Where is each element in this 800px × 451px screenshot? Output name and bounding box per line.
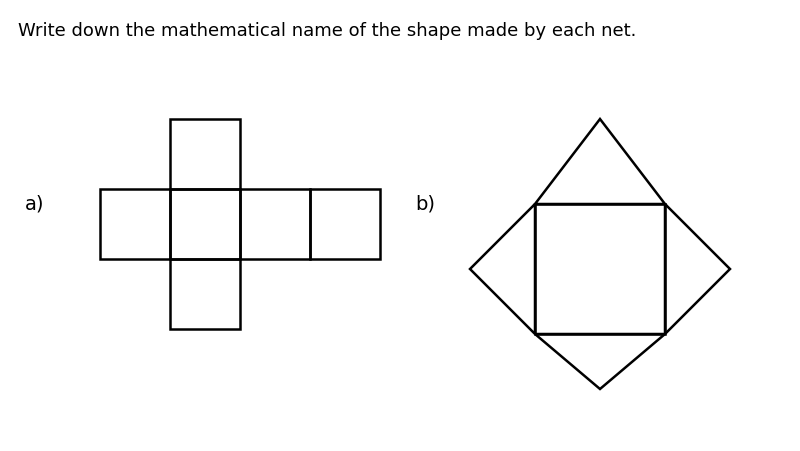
Bar (240, 189, 310, 259)
Text: b): b) (415, 194, 435, 213)
Text: Write down the mathematical name of the shape made by each net.: Write down the mathematical name of the … (18, 22, 636, 40)
Bar (170, 189, 240, 259)
Bar (535, 205, 665, 334)
Bar (100, 189, 170, 259)
Bar (310, 189, 380, 259)
Bar (170, 120, 240, 189)
Text: a): a) (25, 194, 45, 213)
Bar (170, 259, 240, 329)
